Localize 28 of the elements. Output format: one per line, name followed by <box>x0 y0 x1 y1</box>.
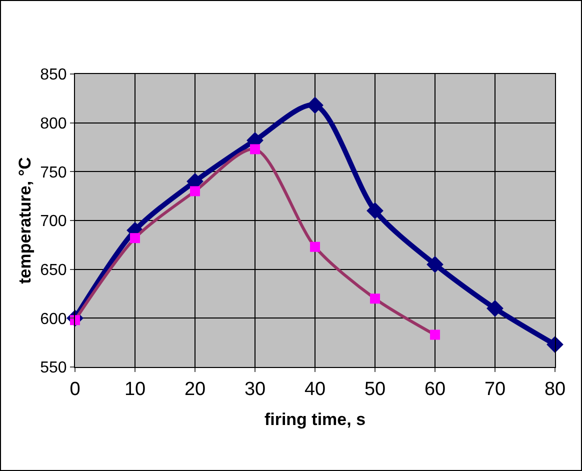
y-tick-label: 650 <box>40 262 67 279</box>
point <box>366 202 384 220</box>
point <box>426 256 444 273</box>
point <box>306 96 324 114</box>
x-tick-label: 20 <box>184 378 206 400</box>
x-axis-title: firing time, s <box>264 410 366 430</box>
y-tick-label: 700 <box>40 213 67 230</box>
point <box>190 186 200 196</box>
y-tick-label: 600 <box>40 310 67 328</box>
y-tick-label: 850 <box>40 66 67 84</box>
y-tick-label: 800 <box>40 115 67 132</box>
point <box>486 300 504 317</box>
point <box>430 330 440 340</box>
x-tick-label: 30 <box>244 378 266 400</box>
x-tick-label: 60 <box>424 378 446 400</box>
y-tick-label: 550 <box>40 360 67 377</box>
x-tick-label: 10 <box>124 378 146 400</box>
x-tick-label: 70 <box>484 378 506 400</box>
point <box>370 294 380 304</box>
x-tick-label: 50 <box>364 378 386 400</box>
x-tick-label: 40 <box>304 378 326 400</box>
y-tick-label: 750 <box>40 164 67 182</box>
point <box>250 144 260 154</box>
x-tick-label: 80 <box>544 378 566 400</box>
x-tick-label: 0 <box>70 378 80 400</box>
point <box>130 233 140 244</box>
point <box>310 242 320 252</box>
y-axis-title: temperature, °C <box>16 157 35 284</box>
